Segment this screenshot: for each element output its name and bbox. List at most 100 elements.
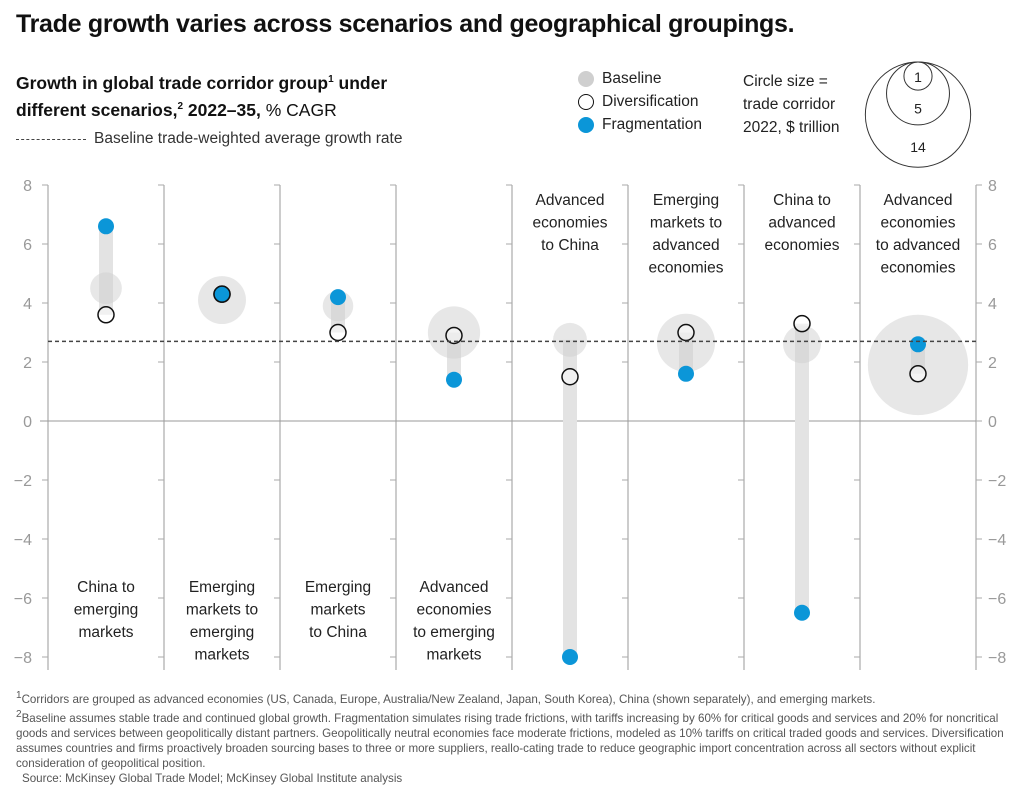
- chart-subtitle: Growth in global trade corridor group1 u…: [16, 68, 476, 122]
- y-tick-label-left: −8: [14, 650, 32, 667]
- category-label-line: Advanced: [884, 192, 953, 209]
- category-label: China to advanced economies: [765, 192, 840, 254]
- category-label: China to emerging markets: [74, 579, 139, 641]
- baseline-swatch: [578, 71, 594, 87]
- category-label-line: China to: [77, 579, 135, 596]
- legend-baseline: Baseline: [578, 70, 661, 88]
- baseline-circle: [867, 314, 969, 416]
- category-group: China to advanced economies: [765, 192, 840, 621]
- category-label-line: economies: [765, 237, 840, 254]
- category-group: Advanced economies to advanced economies: [867, 192, 969, 416]
- y-tick-label-right: −8: [988, 650, 1006, 667]
- category-group: Advanced economies to China: [533, 192, 608, 665]
- y-tick-label-right: −6: [988, 591, 1006, 608]
- category-label: Advanced economies to China: [533, 192, 608, 254]
- category-label-line: to China: [309, 624, 367, 641]
- category-label-line: advanced: [652, 237, 719, 254]
- size-legend-line: Circle size =: [743, 73, 828, 90]
- size-legend-text: Circle size = trade corridor 2022, $ tri…: [743, 70, 840, 139]
- y-tick-label-left: 2: [23, 355, 32, 372]
- diversification-marker: [909, 365, 927, 383]
- category-label-line: economies: [533, 215, 608, 232]
- category-label: Advanced economies to emerging markets: [413, 579, 495, 664]
- baseline-circle: [783, 325, 821, 364]
- y-tick-label-left: −4: [14, 532, 32, 549]
- category-label-line: markets: [78, 624, 133, 641]
- category-group: Emerging markets to China: [305, 289, 371, 641]
- y-tick-label-right: 4: [988, 296, 997, 313]
- fragmentation-marker: [794, 604, 810, 621]
- fragmentation-marker: [213, 285, 231, 303]
- diversification-marker: [329, 323, 347, 342]
- size-legend-value: 5: [914, 101, 922, 117]
- range-band: [563, 339, 577, 657]
- category-label-line: advanced: [768, 215, 835, 232]
- source-note: Source: McKinsey Global Trade Model; McK…: [22, 771, 403, 785]
- average-line-legend: Baseline trade-weighted average growth r…: [16, 130, 402, 148]
- fragmentation-marker: [910, 336, 926, 353]
- footnote-marker: 1: [16, 690, 22, 701]
- y-tick-label-right: −4: [988, 532, 1006, 549]
- footnote-text: Corridors are grouped as advanced econom…: [21, 692, 876, 706]
- subtitle-line1b: under: [333, 72, 388, 93]
- diversification-marker: [561, 368, 579, 386]
- baseline-circle: [656, 313, 716, 372]
- y-tick-label-left: 8: [23, 178, 32, 195]
- fragmentation-marker: [446, 371, 462, 388]
- category-label-line: economies: [649, 260, 724, 277]
- size-legend-value: 14: [910, 139, 926, 155]
- category-label-line: markets: [194, 647, 249, 664]
- dashed-line-swatch: [16, 138, 86, 140]
- legend-label: Baseline: [602, 70, 662, 87]
- y-tick-label-right: 2: [988, 355, 997, 372]
- footnote-ref-1: 1: [328, 74, 334, 85]
- fragmentation-swatch: [578, 117, 594, 133]
- category-group: Emerging markets to emerging markets: [186, 276, 258, 664]
- subtitle-line1: Growth in global trade corridor group: [16, 72, 329, 93]
- category-label-line: markets to: [650, 215, 722, 232]
- category-label-line: to emerging: [413, 624, 495, 641]
- category-label-line: markets: [426, 647, 481, 664]
- category-label-line: Advanced: [536, 192, 605, 209]
- size-legend-circle: [903, 61, 933, 91]
- category-label-line: to China: [541, 237, 599, 254]
- fragmentation-marker: [562, 649, 578, 665]
- y-tick-label-right: 8: [988, 178, 997, 195]
- category-label-line: Emerging: [305, 579, 371, 596]
- category-label-line: to advanced: [876, 237, 960, 254]
- legend-fragmentation: Fragmentation: [578, 116, 702, 134]
- baseline-circle: [90, 272, 122, 305]
- category-label-line: markets: [310, 602, 365, 619]
- category-label: Emerging markets to China: [305, 579, 371, 641]
- footnote-ref-2: 2: [177, 100, 184, 112]
- category-label: Emerging markets to advanced economies: [649, 192, 724, 277]
- category-label-line: Emerging: [653, 192, 719, 209]
- subtitle-unit: % CAGR: [260, 99, 337, 120]
- y-tick-label-right: 0: [988, 414, 997, 431]
- range-band: [795, 323, 809, 613]
- category-label: Advanced economies to advanced economies: [876, 192, 960, 277]
- footnote-1: 1Corridors are grouped as advanced econo…: [16, 688, 1016, 707]
- y-tick-label-left: −2: [14, 473, 32, 490]
- y-tick-label-left: 6: [23, 237, 32, 254]
- category-label-line: emerging: [190, 624, 255, 641]
- footnotes: 1Corridors are grouped as advanced econo…: [16, 688, 1016, 786]
- diversification-marker: [97, 306, 115, 324]
- y-tick-label-right: 6: [988, 237, 997, 254]
- fragmentation-marker: [678, 365, 694, 382]
- size-legend-value: 1: [914, 69, 922, 85]
- chart-title: Trade growth varies across scenarios and…: [16, 10, 795, 38]
- category-label: Emerging markets to emerging markets: [186, 579, 258, 664]
- category-label-line: economies: [881, 215, 956, 232]
- diversification-marker: [793, 314, 811, 333]
- legend-diversification: Diversification: [578, 93, 698, 111]
- fragmentation-marker: [98, 218, 114, 235]
- category-label-line: markets to: [186, 602, 258, 619]
- category-label-line: Advanced: [420, 579, 489, 596]
- y-tick-label-left: 0: [23, 414, 32, 431]
- subtitle-years: 2022–35,: [183, 99, 261, 120]
- category-label-line: economies: [417, 602, 492, 619]
- y-tick-label-right: −2: [988, 473, 1006, 490]
- category-group: Advanced economies to emerging markets: [413, 306, 495, 664]
